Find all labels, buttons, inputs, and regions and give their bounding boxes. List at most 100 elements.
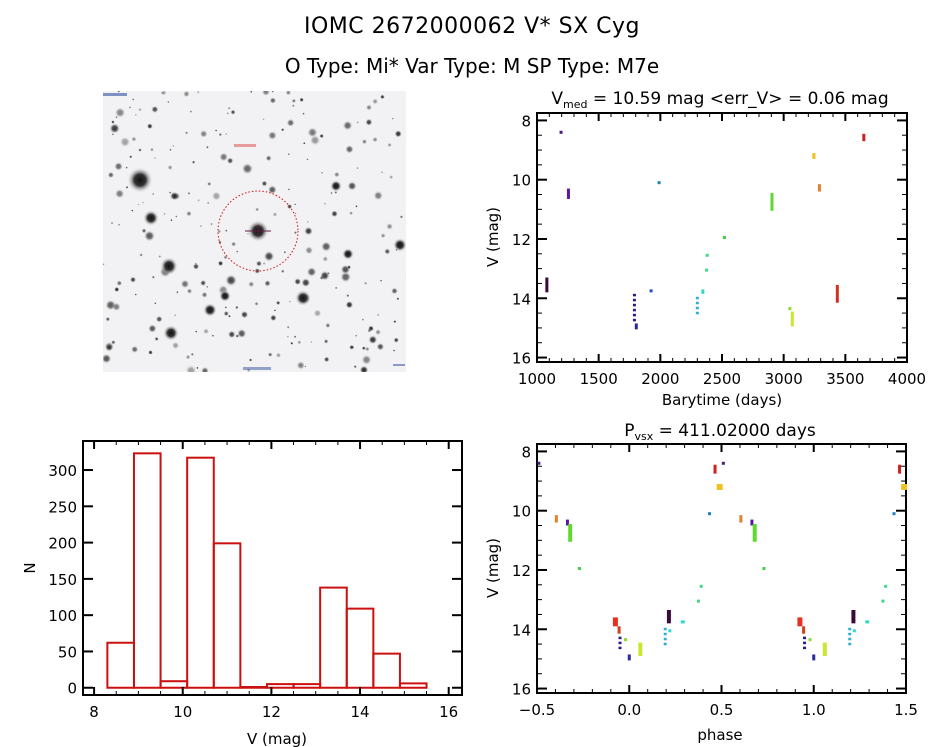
phase-curve-point-dot: [848, 627, 852, 631]
finder-star: [155, 315, 163, 323]
finder-star: [114, 286, 120, 293]
finder-star: [199, 224, 203, 228]
finder-star: [119, 136, 131, 148]
finder-star: [202, 328, 210, 335]
finder-star: [231, 241, 237, 247]
finder-star: [261, 91, 271, 97]
finder-bright-star: [143, 210, 159, 226]
y-tick-label: 12: [512, 231, 531, 249]
finder-star: [307, 127, 318, 138]
finder-star: [293, 203, 297, 206]
finder-star: [302, 141, 306, 145]
finder-star: [255, 207, 260, 212]
finder-star: [286, 335, 290, 338]
finder-star: [361, 138, 368, 145]
light-curve-point: [705, 268, 709, 272]
finder-star: [286, 118, 295, 127]
phase-curve-point: [901, 484, 908, 490]
finder-star: [235, 305, 239, 310]
finder-star: [361, 318, 365, 321]
finder-star: [367, 328, 372, 333]
finder-star: [141, 201, 145, 204]
finder-star: [262, 118, 265, 121]
finder-star: [103, 353, 112, 364]
finder-bright-star: [160, 257, 178, 275]
finder-star: [227, 314, 231, 318]
finder-star: [167, 164, 173, 171]
finder-star: [138, 107, 142, 112]
finder-star: [353, 364, 357, 369]
light-curve-point: [722, 236, 726, 240]
finder-star: [304, 365, 307, 368]
finder-star: [128, 106, 132, 109]
finder-star: [235, 250, 239, 253]
finder-star: [363, 281, 368, 286]
light-curve-point: [632, 293, 636, 322]
phase-curve-point: [752, 524, 757, 542]
finder-star: [387, 142, 392, 148]
finder-star: [139, 252, 144, 257]
finder-star: [286, 325, 290, 329]
finder-star: [201, 291, 208, 298]
finder-star: [187, 191, 191, 195]
y-tick-label: 10: [512, 172, 531, 190]
light-curve-point-dot: [695, 296, 699, 300]
finder-star: [273, 309, 277, 312]
finder-star: [323, 356, 330, 363]
finder-star: [323, 338, 329, 344]
finder-star: [224, 274, 238, 287]
finder-star: [125, 185, 129, 189]
figure-title-star-id: IOMC 2672000062 V* SX Cyg: [303, 14, 641, 39]
finder-star: [151, 192, 155, 196]
light-curve-title: Vmed = 10.59 mag <err_V> = 0.06 mag: [551, 89, 888, 111]
light-curve-points: [545, 130, 866, 330]
finder-star-field: [103, 91, 406, 372]
finder-star: [154, 302, 157, 305]
phase-curve-point: [612, 617, 618, 627]
finder-star: [224, 306, 228, 309]
phase-curve-point: [848, 627, 852, 646]
light-curve-frame: [536, 112, 908, 363]
y-tick-label: 50: [58, 643, 77, 661]
finder-star: [326, 271, 331, 276]
finder-star: [319, 133, 325, 139]
finder-star: [183, 91, 190, 98]
finder-star: [109, 122, 121, 134]
phase-curve-point: [808, 638, 812, 642]
finder-star: [388, 174, 394, 180]
histogram-bar: [239, 686, 268, 689]
finder-star: [180, 279, 190, 289]
light-curve-point: [817, 184, 821, 192]
finder-star: [255, 260, 263, 267]
finder-star: [299, 97, 305, 103]
phase-curve-point: [624, 638, 628, 642]
phase-curve-point: [884, 584, 888, 588]
light-curve-point-dot: [695, 301, 699, 305]
finder-star: [154, 336, 159, 342]
finder-star: [372, 136, 378, 143]
light-curve-axes: 1000 1500 2000 2500 3000 3500 4000 8 10 12 14 16: [512, 112, 926, 388]
finder-star: [368, 335, 378, 345]
finder-star: [175, 215, 178, 218]
histogram-axes: 8 10 12 14 16 0 50 100 150 200 250 300: [48, 441, 462, 721]
finder-star: [248, 358, 253, 362]
finder-label-top: [234, 144, 256, 147]
finder-star: [269, 97, 277, 104]
x-tick-label: 16: [439, 703, 458, 721]
finder-star: [171, 341, 180, 350]
x-tick-label: 1000: [518, 370, 556, 388]
phase-curve-point: [537, 461, 541, 465]
finder-star: [189, 110, 193, 113]
phase-curve-point: [565, 519, 569, 526]
light-curve-point: [705, 253, 709, 257]
finder-star: [192, 263, 200, 270]
histogram-plot: 8 10 12 14 16 0 50 100 150 200 250 300 V (mag) N: [21, 440, 463, 747]
finder-star: [147, 324, 157, 333]
phase-curve-axes: −0.5 0.0 0.5 1.0 1.5 8 10 12 14 16: [512, 443, 918, 719]
finder-star: [211, 334, 215, 337]
phase-curve-point: [762, 567, 766, 571]
finder-star: [280, 269, 285, 274]
light-curve-point: [788, 307, 792, 311]
histogram-bar: [372, 652, 401, 689]
